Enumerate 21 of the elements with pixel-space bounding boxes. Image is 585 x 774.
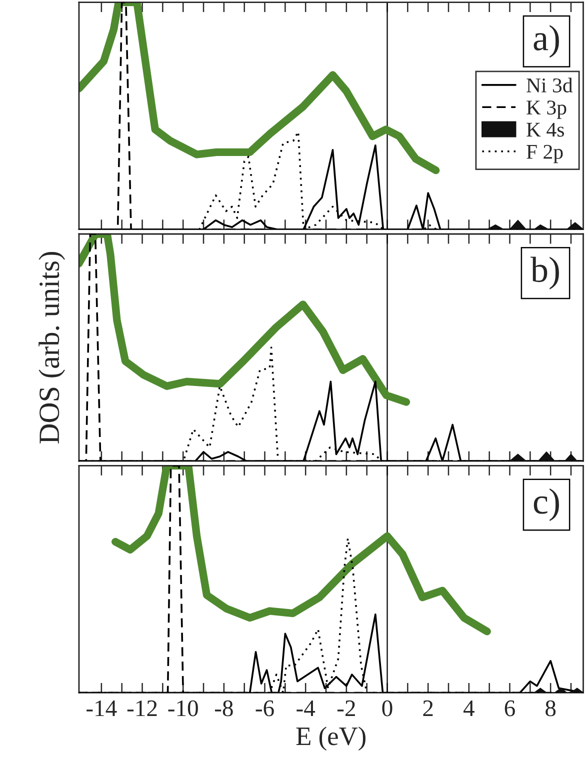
legend-label: K 4s	[526, 122, 564, 137]
x-tick-label: -10	[168, 700, 198, 716]
x-tick-label: 4	[463, 700, 474, 716]
x-tick-label: -2	[337, 700, 355, 716]
annotation: a)	[534, 25, 559, 58]
x-tick-label: -8	[214, 700, 233, 716]
x-tick-label: -4	[296, 700, 316, 716]
x-tick-label: -6	[256, 700, 274, 716]
legend-label: Ni 3d	[526, 78, 573, 92]
y-axis-title: DOS (arb. units)	[38, 252, 66, 444]
x-tick-label: 2	[423, 700, 433, 716]
annotation: b)	[530, 256, 559, 290]
x-tick-label: -14	[86, 700, 117, 716]
legend-label: K 3p	[526, 100, 566, 119]
legend-label: F 2p	[526, 144, 563, 164]
annotation: c)	[534, 488, 559, 522]
x-tick-label: -12	[127, 700, 157, 716]
x-tick-label: 8	[546, 700, 556, 716]
x-tick-label: 0	[382, 700, 392, 716]
x-axis-title: E (eV)	[296, 726, 366, 751]
x-tick-label: 6	[504, 700, 515, 716]
